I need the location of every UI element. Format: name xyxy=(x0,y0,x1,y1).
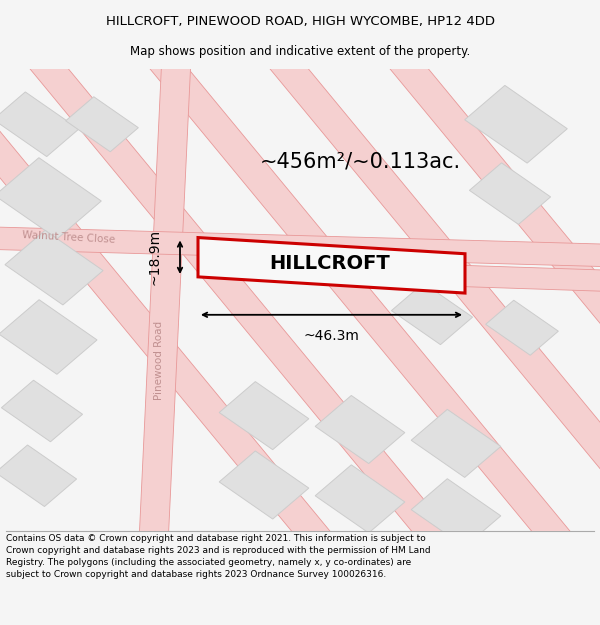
Bar xyxy=(0,158,101,239)
Text: ~46.3m: ~46.3m xyxy=(304,329,359,342)
Text: Map shows position and indicative extent of the property.: Map shows position and indicative extent… xyxy=(130,45,470,58)
Polygon shape xyxy=(198,238,465,293)
Bar xyxy=(315,396,405,464)
Polygon shape xyxy=(209,257,600,292)
Polygon shape xyxy=(139,45,191,555)
Bar xyxy=(411,409,501,478)
Bar xyxy=(0,300,97,374)
Bar xyxy=(219,451,309,519)
Bar xyxy=(219,382,309,449)
Bar xyxy=(469,163,551,224)
Polygon shape xyxy=(136,39,584,561)
Polygon shape xyxy=(256,39,600,561)
Text: Contains OS data © Crown copyright and database right 2021. This information is : Contains OS data © Crown copyright and d… xyxy=(6,534,431,579)
Polygon shape xyxy=(376,39,600,561)
Text: ~18.9m: ~18.9m xyxy=(148,229,162,285)
Text: Walnut Tree Close: Walnut Tree Close xyxy=(22,230,116,245)
Text: Pinewood Road: Pinewood Road xyxy=(154,321,164,400)
Text: HILLCROFT, PINEWOOD ROAD, HIGH WYCOMBE, HP12 4DD: HILLCROFT, PINEWOOD ROAD, HIGH WYCOMBE, … xyxy=(106,16,494,29)
Bar xyxy=(315,465,405,533)
Polygon shape xyxy=(0,226,600,268)
Text: HILLCROFT: HILLCROFT xyxy=(269,254,391,273)
Text: Applewick Lane: Applewick Lane xyxy=(376,266,458,280)
Bar xyxy=(5,231,103,305)
Bar xyxy=(1,380,83,442)
Polygon shape xyxy=(0,39,344,561)
Bar xyxy=(65,97,139,152)
Bar xyxy=(0,92,79,157)
Text: ~456m²/~0.113ac.: ~456m²/~0.113ac. xyxy=(259,151,461,171)
Bar xyxy=(485,300,559,355)
Bar xyxy=(391,283,473,344)
Bar xyxy=(465,86,567,163)
Bar xyxy=(0,445,77,506)
Polygon shape xyxy=(16,39,464,561)
Bar xyxy=(411,479,501,547)
